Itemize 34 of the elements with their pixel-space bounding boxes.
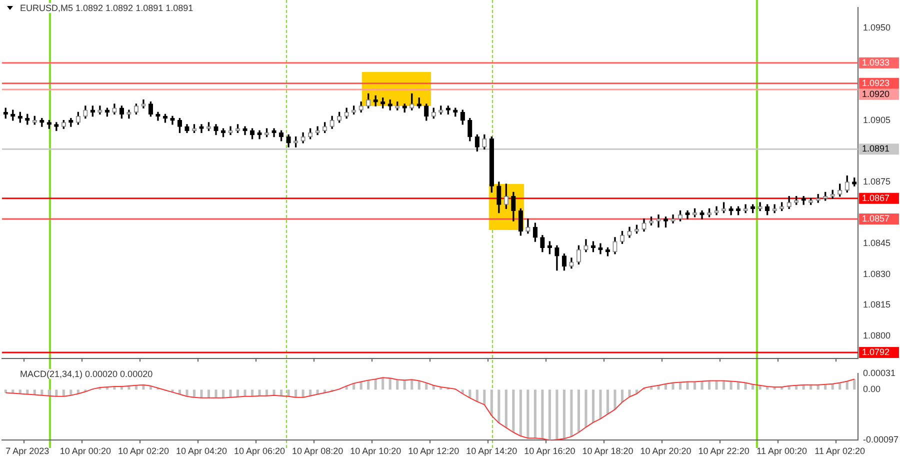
x-tick-label: 10 Apr 08:20 bbox=[292, 446, 344, 456]
y-tick-label: 1.0875 bbox=[863, 176, 891, 186]
y-tick-label: 1.0815 bbox=[863, 300, 891, 310]
x-tick-label: 10 Apr 16:20 bbox=[524, 446, 576, 456]
ref-line-label: 1.0920 bbox=[862, 88, 890, 99]
ref-line-label: 1.0857 bbox=[862, 213, 890, 224]
chart-title: MACD(21,34,1) 0.00020 0.00020 bbox=[18, 369, 155, 379]
y-tick-label: 1.0905 bbox=[863, 114, 891, 125]
y-tick-label: 1.0950 bbox=[863, 22, 891, 32]
x-tick-label: 10 Apr 12:20 bbox=[408, 446, 460, 456]
x-tick-label: 10 Apr 14:20 bbox=[466, 446, 518, 456]
x-tick-label: 11 Apr 00:20 bbox=[756, 446, 808, 456]
x-tick-label: 11 Apr 02:20 bbox=[814, 446, 866, 456]
ref-line-label: 1.0923 bbox=[862, 78, 890, 88]
x-tick-label: 10 Apr 04:20 bbox=[176, 446, 228, 456]
x-tick-label: 10 Apr 00:20 bbox=[60, 446, 111, 456]
chart-title: EURUSD,M5 1.0892 1.0892 1.0891 1.0891 bbox=[18, 3, 196, 13]
x-tick-label: 10 Apr 06:20 bbox=[234, 446, 286, 456]
x-tick-label: 7 Apr 2023 bbox=[6, 446, 50, 456]
y-tick-label: 1.0800 bbox=[863, 330, 891, 340]
x-tick-label: 10 Apr 02:20 bbox=[118, 446, 169, 456]
x-tick-label: 10 Apr 10:20 bbox=[350, 446, 402, 456]
ref-line-label: 1.0792 bbox=[862, 346, 890, 357]
ref-line-label: 1.0933 bbox=[862, 57, 890, 68]
x-tick-label: 10 Apr 18:20 bbox=[582, 446, 634, 456]
ref-line-label: 1.0867 bbox=[862, 192, 890, 203]
y-tick-label: 1.0845 bbox=[863, 238, 891, 248]
y-tick-label: -0.00097 bbox=[863, 434, 899, 445]
x-tick-label: 10 Apr 22:20 bbox=[698, 446, 750, 456]
y-tick-label: 1.0830 bbox=[863, 268, 891, 279]
ref-line-label: 1.0891 bbox=[862, 144, 890, 154]
y-tick-label: 0.00031 bbox=[863, 368, 896, 378]
x-tick-label: 10 Apr 20:20 bbox=[640, 446, 692, 456]
y-tick-label: 0.00 bbox=[863, 384, 881, 394]
